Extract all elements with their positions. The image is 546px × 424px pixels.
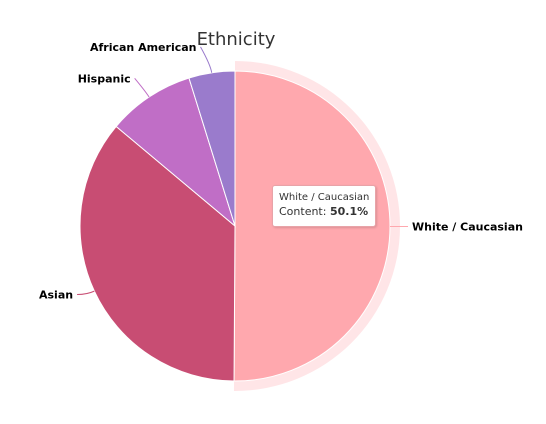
- tooltip-series-label: Content:: [279, 205, 327, 218]
- slice-label-white-caucasian: White / Caucasian: [412, 221, 523, 234]
- slice-label-african-american: African American: [90, 41, 197, 54]
- pie-slice-hispanic[interactable]: [115, 77, 236, 228]
- slice-label-asian: Asian: [39, 288, 73, 301]
- slice-tooltip: White / Caucasian Content: 50.1%: [272, 185, 376, 227]
- tooltip-value-line: Content: 50.1%: [279, 204, 369, 219]
- labels-layer: White / Caucasian Asian Hispanic African Am…: [39, 41, 523, 302]
- slice-label-hispanic: Hispanic: [78, 72, 131, 85]
- label-connector-asian: [77, 290, 95, 295]
- label-connector-hispanic: [134, 78, 150, 98]
- tooltip-value: 50.1%: [329, 205, 369, 218]
- tooltip-name: White / Caucasian: [279, 192, 370, 203]
- chart-title: Ethnicity: [197, 29, 276, 50]
- pie-slice-african-american[interactable]: [188, 70, 236, 227]
- label-connector-african-american: [200, 46, 213, 73]
- pie-slice-asian[interactable]: [79, 125, 236, 382]
